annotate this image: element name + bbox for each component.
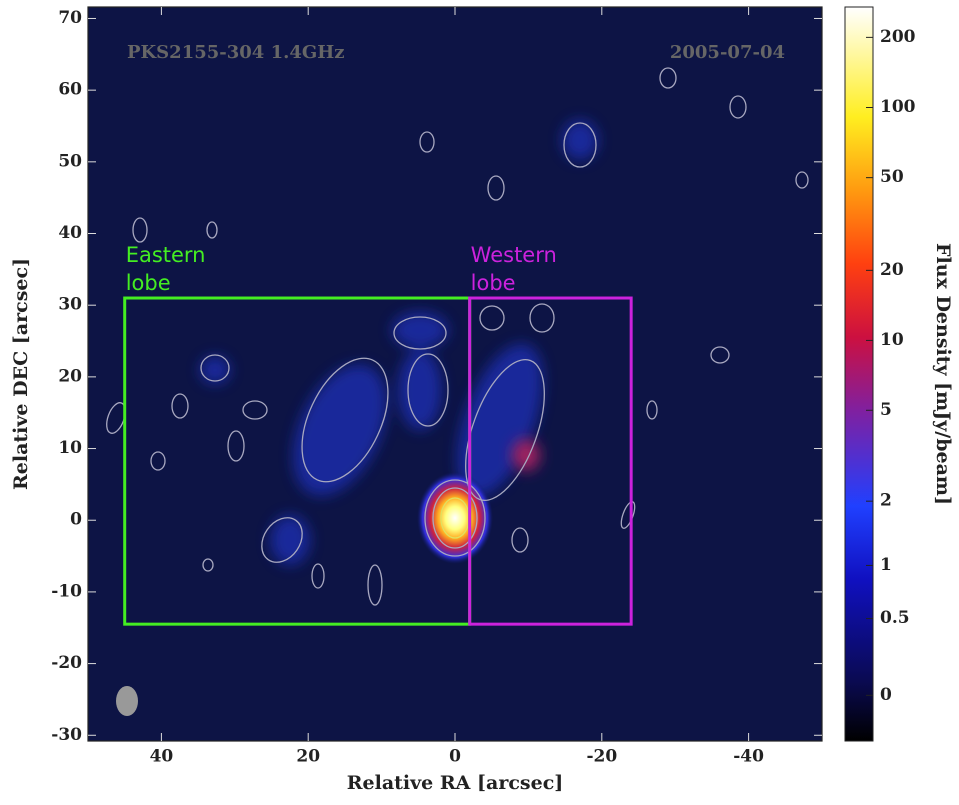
x-tick-label: -40	[733, 747, 764, 767]
colorbar-tick-label: 0.5	[880, 608, 910, 628]
y-tick-label: 0	[70, 510, 82, 530]
x-tick-label: 40	[150, 747, 174, 767]
y-tick-label: 70	[58, 8, 82, 28]
annotation: 2005-07-04	[670, 42, 785, 63]
colorbar-tick-label: 50	[880, 167, 904, 187]
region-label: Eastern	[126, 243, 206, 267]
y-axis-title: Relative DEC [arcsec]	[10, 258, 32, 490]
colorbar-tick-label: 10	[880, 330, 904, 350]
x-axis-title: Relative RA [arcsec]	[347, 772, 564, 794]
region-label: lobe	[126, 271, 171, 295]
region-box	[468, 296, 633, 626]
colorbar-tick-label: 2	[880, 491, 892, 511]
colorbar-tick-label: 200	[880, 27, 916, 47]
y-tick-label: 20	[58, 366, 82, 386]
y-tick-label: -20	[51, 653, 82, 673]
annotation: PKS2155-304 1.4GHz	[127, 42, 345, 63]
y-tick-label: 60	[58, 80, 82, 100]
x-tick-label: -20	[586, 747, 617, 767]
y-tick-label: 40	[58, 223, 82, 243]
y-tick-label: 50	[58, 151, 82, 171]
y-tick-label: -10	[51, 581, 82, 601]
y-tick-label: 10	[58, 438, 82, 458]
colorbar	[844, 6, 874, 742]
colorbar-tick-label: 1	[880, 555, 892, 575]
colorbar-tick-label: 20	[880, 260, 904, 280]
region-label: Western	[471, 243, 557, 267]
beam	[116, 686, 138, 716]
colorbar-tick-label: 0	[880, 685, 892, 705]
x-tick-label: 0	[449, 747, 461, 767]
colorbar-title: Flux Density [mJy/beam]	[932, 243, 954, 505]
colorbar-tick-label: 100	[880, 97, 916, 117]
region-label: lobe	[471, 271, 516, 295]
y-tick-label: 30	[58, 295, 82, 315]
sky-image	[88, 7, 822, 741]
colorbar-tick-label: 5	[880, 400, 892, 420]
y-tick-label: -30	[51, 725, 82, 745]
x-tick-label: 20	[296, 747, 320, 767]
